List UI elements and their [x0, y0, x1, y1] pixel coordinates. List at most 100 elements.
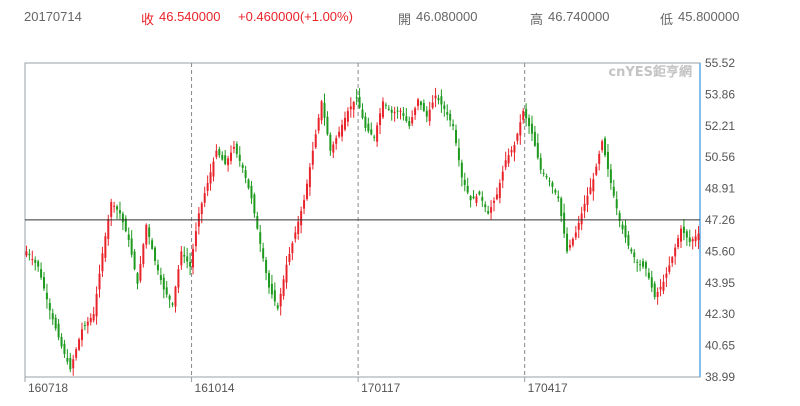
x-tick-label: 170417 [528, 381, 568, 395]
candle-body [165, 287, 168, 295]
candle-body [545, 176, 548, 178]
candle-body [510, 150, 513, 153]
candle-body [127, 234, 130, 241]
candle-body [241, 164, 244, 168]
candle-body [192, 248, 195, 268]
candle-body [598, 153, 601, 164]
candle [633, 249, 636, 264]
close-value: 46.540000 [159, 9, 221, 24]
candle-body [69, 357, 72, 370]
candle-body [259, 232, 262, 244]
candle-body [440, 96, 443, 105]
candle [571, 237, 574, 248]
candle [677, 234, 680, 250]
candle-body [72, 359, 75, 369]
candle [34, 256, 37, 271]
candle-body [566, 233, 569, 252]
candle [443, 101, 446, 117]
candle [674, 243, 677, 265]
candle-body [189, 261, 192, 267]
candle [308, 163, 311, 196]
candle [487, 205, 490, 215]
candle [650, 270, 653, 293]
candle [230, 145, 233, 165]
candle-body [285, 264, 288, 283]
candle-body [466, 185, 469, 193]
candle [370, 122, 373, 136]
y-tick-label: 40.65 [705, 339, 735, 353]
candle-body [86, 321, 89, 326]
candle [568, 239, 571, 251]
candle-body [384, 104, 387, 106]
candle-body [244, 170, 247, 178]
candle-body [332, 144, 335, 153]
candle-body [42, 276, 45, 289]
candle [183, 246, 186, 264]
candle [697, 225, 700, 250]
candle-body [671, 257, 674, 263]
y-tick-label: 42.30 [705, 307, 735, 321]
candle-body [98, 273, 101, 290]
candle [688, 229, 691, 247]
candle [624, 219, 627, 243]
candle [156, 259, 159, 275]
y-tick-label: 48.91 [705, 182, 735, 196]
candle [267, 270, 270, 294]
candle [399, 107, 402, 120]
candle [244, 165, 247, 184]
candle-body [504, 160, 507, 168]
candle-body [194, 231, 197, 247]
candle [548, 177, 551, 187]
candle-body [113, 205, 116, 207]
candle-body [221, 154, 224, 160]
candle-body [414, 108, 417, 116]
candle [341, 119, 344, 142]
candle [606, 144, 609, 177]
candle [460, 159, 463, 187]
candle-body [507, 155, 510, 164]
candle-body [621, 224, 624, 230]
candle-body [323, 102, 326, 118]
candle [516, 132, 519, 145]
candle-body [431, 102, 434, 108]
candle [656, 287, 659, 305]
candle-body [118, 210, 121, 214]
candle-body [238, 154, 241, 161]
candle [241, 162, 244, 173]
candle-body [133, 251, 136, 270]
candle [557, 190, 560, 203]
candle [317, 113, 320, 134]
candle [457, 138, 460, 167]
candle-body [168, 295, 171, 300]
candles-group [25, 87, 700, 376]
candle-body [694, 236, 697, 242]
candle-body [405, 116, 408, 122]
candle-body [455, 129, 458, 144]
candle-body [685, 231, 688, 238]
candle [224, 149, 227, 166]
candle-body [376, 125, 379, 142]
candle-body [574, 232, 577, 238]
candle-body [624, 225, 627, 238]
candle [592, 172, 595, 201]
candle-body [417, 99, 420, 106]
candle-body [525, 108, 528, 119]
candle-body [186, 256, 189, 262]
candle-body [303, 200, 306, 209]
candle [507, 148, 510, 167]
candle-body [396, 110, 399, 112]
candle-body [659, 286, 662, 290]
candle [162, 273, 165, 299]
candle-body [80, 329, 83, 341]
candle [653, 281, 656, 300]
candle [671, 255, 674, 267]
candle [668, 256, 671, 275]
candle-body [267, 273, 270, 288]
candle [320, 99, 323, 125]
candle [145, 223, 148, 249]
candle [601, 139, 604, 153]
candle-body [419, 101, 422, 106]
candle [469, 194, 472, 208]
candle [218, 146, 221, 158]
candle [396, 106, 399, 119]
